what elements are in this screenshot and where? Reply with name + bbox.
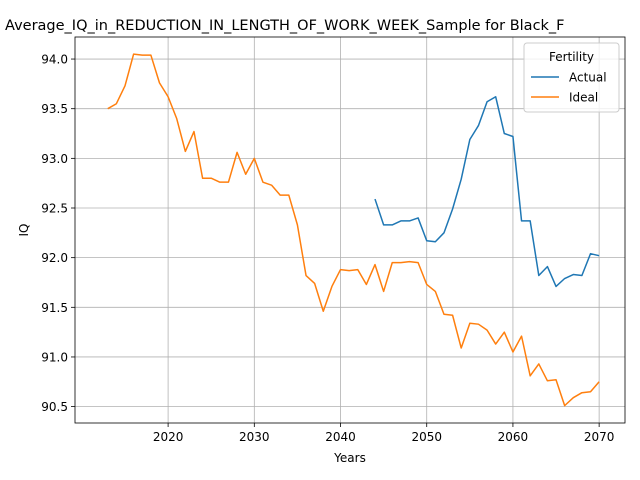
legend-label-actual: Actual bbox=[569, 71, 607, 85]
y-tick-label: 90.5 bbox=[41, 400, 68, 414]
series-line-actual bbox=[374, 96, 600, 288]
legend-entries: Actual Ideal bbox=[531, 71, 607, 105]
legend: Fertility Actual Ideal bbox=[523, 42, 620, 113]
y-tick-label: 94.0 bbox=[41, 53, 68, 67]
x-tick-label: 2070 bbox=[584, 430, 615, 444]
y-axis-label: IQ bbox=[17, 224, 31, 237]
y-tick-label: 91.0 bbox=[41, 350, 68, 364]
x-tick-label: 2020 bbox=[153, 430, 184, 444]
y-tick-label: 91.5 bbox=[41, 301, 68, 315]
plot-frame bbox=[74, 36, 626, 424]
y-tick-label: 92.0 bbox=[41, 251, 68, 265]
legend-title: Fertility bbox=[549, 50, 594, 64]
x-tick-label: 2030 bbox=[239, 430, 270, 444]
y-tick-label: 93.5 bbox=[41, 102, 68, 116]
x-tick-label: 2040 bbox=[325, 430, 356, 444]
y-tick-label: 92.5 bbox=[41, 202, 68, 216]
series-lines bbox=[107, 53, 600, 407]
x-tick-label: 2060 bbox=[498, 430, 529, 444]
series-line-ideal bbox=[107, 53, 600, 407]
x-tick-label: 2050 bbox=[411, 430, 442, 444]
legend-box bbox=[523, 42, 620, 113]
legend-label-ideal: Ideal bbox=[569, 91, 598, 105]
axis-ticks: 2020 2030 2040 2050 2060 2070 90.5 91.0 91.5 92.0… bbox=[41, 53, 614, 444]
x-axis-label: Years bbox=[333, 451, 366, 465]
chart-title: Average_IQ_in_REDUCTION_IN_LENGTH_OF_WOR… bbox=[5, 18, 565, 34]
y-tick-label: 93.0 bbox=[41, 152, 68, 166]
